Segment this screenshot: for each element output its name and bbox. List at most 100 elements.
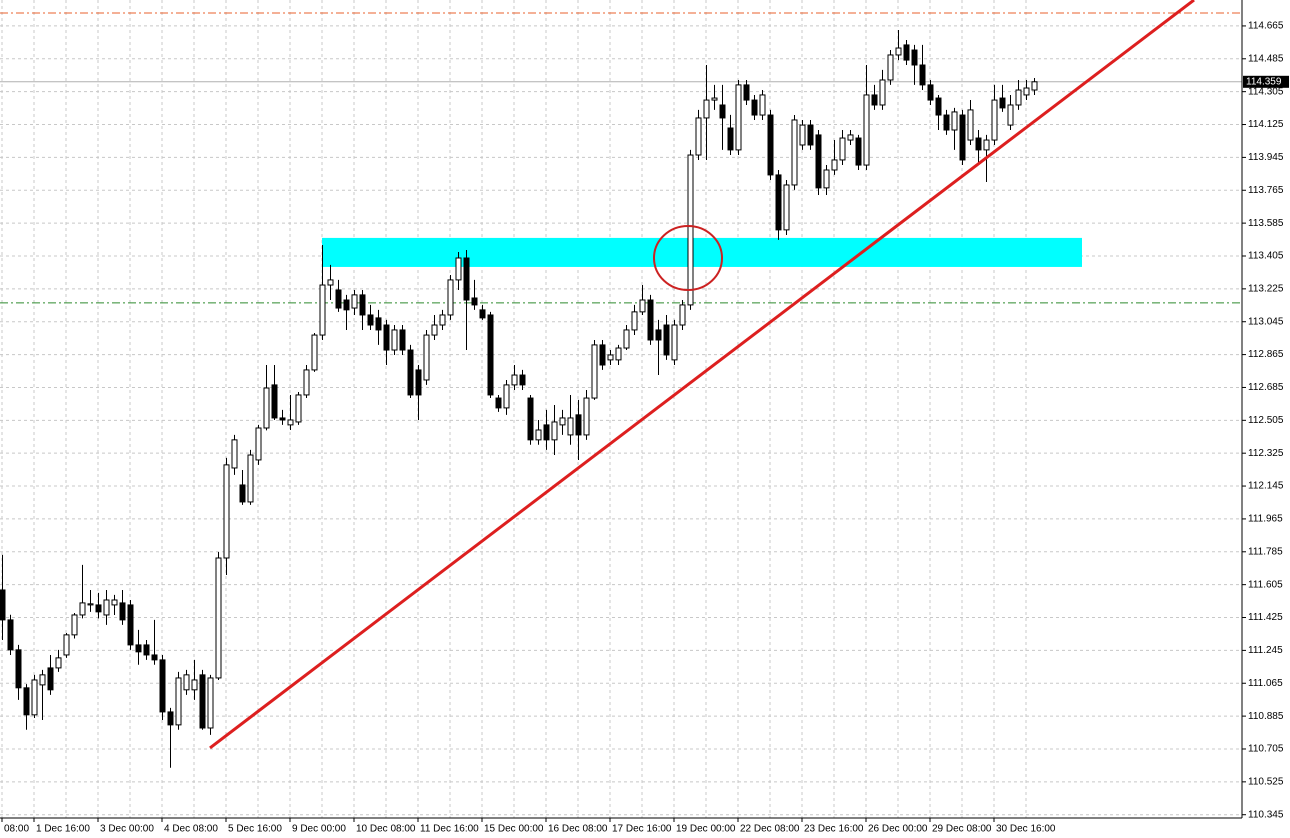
candle-body (95, 604, 102, 613)
candle-body (127, 604, 134, 646)
candle-body (959, 114, 966, 161)
candle-body (511, 374, 518, 386)
y-tick-label: 113.585 (1248, 218, 1284, 229)
candle-body (911, 49, 918, 66)
zone (322, 237, 1082, 267)
candle-body (215, 557, 222, 679)
candle-body (951, 111, 958, 131)
candle-body (943, 114, 950, 131)
candle-body (727, 127, 734, 151)
candle-body (39, 674, 46, 686)
y-tick-label: 112.865 (1248, 349, 1284, 360)
candle-body (495, 397, 502, 409)
last-price-box (1243, 75, 1289, 88)
candle-body (887, 54, 894, 81)
last-price-label: 114.359 (1246, 76, 1282, 87)
candle-body (335, 289, 342, 309)
candle-body (751, 99, 758, 116)
candle-body (31, 679, 38, 716)
candle-body (223, 464, 230, 559)
candle-body (711, 97, 718, 101)
candle-body (231, 439, 238, 469)
candle-body (855, 137, 862, 166)
candle-body (791, 119, 798, 186)
y-tick-label: 112.145 (1248, 481, 1284, 492)
candle-body (191, 679, 198, 691)
candle-body (487, 314, 494, 396)
x-tick-label: 9 Dec 00:00 (292, 824, 346, 835)
candle-body (519, 374, 526, 386)
candle-body (295, 394, 302, 423)
candle-body (407, 349, 414, 396)
candle-body (535, 429, 542, 441)
candle-body (799, 124, 806, 146)
candle-body (607, 354, 614, 361)
candle-body (63, 634, 70, 656)
candle-body (47, 667, 54, 691)
candle-body (975, 137, 982, 151)
drawings (209, 0, 1195, 750)
candle-body (135, 644, 142, 653)
candle-body (151, 654, 158, 661)
x-tick-label: 29 Dec 08:00 (932, 824, 992, 835)
y-tick-label: 114.665 (1248, 21, 1284, 32)
candle-body (807, 124, 814, 146)
candle-body (255, 427, 262, 461)
candle-body (119, 602, 126, 621)
candle-body (623, 329, 630, 349)
candle-body (343, 299, 350, 311)
candle-body (111, 599, 118, 606)
candle-body (207, 677, 214, 729)
candle-body (591, 344, 598, 399)
candle-body (359, 294, 366, 316)
y-tick-label: 113.045 (1248, 316, 1284, 327)
x-tick-label: 15 Dec 00:00 (484, 824, 544, 835)
candle-body (1031, 81, 1038, 91)
y-tick-label: 111.245 (1248, 645, 1283, 656)
candle-body (687, 154, 694, 306)
candle-body (839, 137, 846, 161)
candle-body (671, 324, 678, 361)
candle-body (999, 97, 1006, 109)
candle-body (263, 387, 270, 429)
candle-body (823, 169, 830, 189)
candle-body (503, 384, 510, 409)
candle-body (967, 109, 974, 141)
candle-body (447, 279, 454, 316)
x-tick-label: 30 Dec 16:00 (996, 824, 1056, 835)
candle-body (527, 397, 534, 441)
candle-body (23, 687, 30, 716)
candle-body (639, 299, 646, 313)
highlight-circle (653, 225, 723, 291)
x-tick-label: 3 Dec 00:00 (100, 824, 154, 835)
candle-body (927, 84, 934, 101)
x-tick-label: 11 Dec 16:00 (420, 824, 479, 835)
candle-body (1023, 87, 1030, 96)
overlays (0, 12, 1242, 304)
candle-body (847, 134, 854, 141)
candle-body (871, 94, 878, 106)
y-tick-label: 111.065 (1248, 678, 1283, 689)
candles (0, 29, 1038, 768)
y-tick-label: 111.965 (1248, 514, 1283, 525)
y-tick-label: 112.685 (1248, 382, 1284, 393)
x-tick-label: 1 Dec 16:00 (36, 824, 90, 835)
x-tick-label: 17 Dec 16:00 (612, 824, 672, 835)
y-tick-label: 112.325 (1248, 448, 1284, 459)
candle-body (615, 347, 622, 361)
candle-body (759, 94, 766, 116)
y-tick-label: 111.605 (1248, 579, 1283, 590)
x-tick-label: 08:00 (4, 824, 29, 835)
y-tick-label: 113.945 (1248, 152, 1284, 163)
candle-body (199, 674, 206, 729)
y-tick-label: 111.785 (1248, 546, 1283, 557)
candle-body (175, 677, 182, 726)
x-tick-label: 10 Dec 08:00 (356, 824, 416, 835)
candle-body (567, 417, 574, 436)
candle-body (719, 104, 726, 119)
candle-body (55, 657, 62, 669)
candle-body (815, 134, 822, 189)
candle-body (399, 329, 406, 351)
candle-body (0, 589, 6, 621)
candle-body (935, 97, 942, 116)
